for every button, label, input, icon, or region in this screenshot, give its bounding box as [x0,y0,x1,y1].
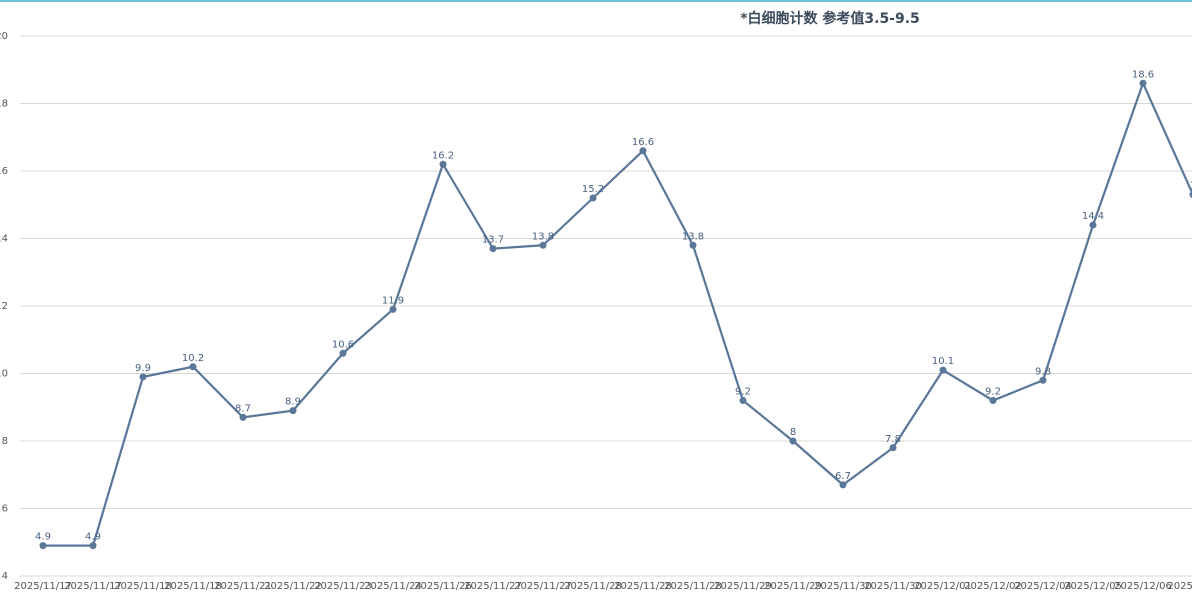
data-point [139,373,147,381]
x-tick-label: 2025/11/30 [814,581,872,592]
data-label: 4.9 [85,532,101,543]
top-border [0,0,1192,2]
x-tick-label: 2025/11/17 [14,581,72,592]
data-point [539,241,547,249]
data-point [239,413,247,421]
x-tick-label: 2025/12/02 [964,581,1022,592]
x-tick-label: 2025/11/28 [564,581,622,592]
x-tick-label: 2025/11/29 [764,581,822,592]
data-label: 8 [790,427,796,438]
x-tick-label: 2025/11/27 [514,581,572,592]
x-tick-label: 2025/11/29 [714,581,772,592]
data-label: 13.8 [532,231,554,242]
y-tick-label: 4 [2,571,8,582]
data-point [1189,191,1192,198]
data-point [489,245,497,253]
data-label: 14.4 [1082,211,1104,222]
y-tick-label: 6 [2,504,8,515]
x-tick-label: 2025/11/28 [614,581,672,592]
data-point [1139,79,1147,87]
x-tick-label: 2025/11/28 [664,581,722,592]
data-label: 10.6 [332,339,354,350]
data-point [289,407,297,415]
data-label: 8.7 [235,403,251,414]
data-point [739,397,747,404]
data-point [939,366,947,374]
data-label: 1 [1190,181,1192,192]
chart-title: *白细胞计数 参考值3.5-9.5 [740,11,920,27]
data-point [389,305,397,313]
x-tick-label: 2025/12/01 [914,581,972,592]
y-tick-label: 12 [0,301,8,312]
data-label: 9.2 [735,387,751,398]
y-tick-label: 10 [0,369,8,380]
data-label: 4.9 [35,532,51,543]
data-label: 10.2 [182,353,204,364]
data-label: 10.1 [932,356,954,367]
data-label: 16.2 [432,150,454,161]
data-point [689,241,697,249]
data-label: 6.7 [835,471,851,482]
x-tick-label: 2025/12/1 [1167,581,1192,592]
data-label: 13.8 [682,231,704,242]
x-tick-label: 2025/12/04 [1014,581,1072,592]
data-label: 18.6 [1132,69,1154,80]
x-tick-label: 2025/11/24 [364,581,422,592]
data-label: 15.2 [582,184,604,195]
x-tick-label: 2025/11/18 [114,581,172,592]
data-point [89,542,97,550]
x-tick-label: 2025/11/18 [164,581,222,592]
data-point [789,437,797,445]
x-tick-label: 2025/11/22 [264,581,322,592]
x-tick-label: 2025/11/23 [314,581,372,592]
data-label: 9.8 [1035,366,1051,377]
x-tick-label: 2025/12/05 [1064,581,1122,592]
data-point [339,349,347,357]
y-tick-label: 18 [0,99,8,110]
x-tick-label: 2025/11/30 [864,581,922,592]
data-point [839,481,847,489]
data-point [589,194,597,202]
data-label: 11.9 [382,295,404,306]
data-point [1039,376,1047,384]
data-point [1089,221,1097,229]
data-point [189,363,197,371]
data-label: 7.8 [885,434,901,445]
x-tick-label: 2025/11/21 [214,581,272,592]
y-tick-label: 16 [0,166,8,177]
y-tick-label: 8 [2,436,8,447]
data-label: 8.9 [285,397,301,408]
data-label: 13.7 [482,235,504,246]
x-tick-label: 2025/11/26 [414,581,472,592]
data-point [989,397,997,404]
data-label: 9.2 [985,387,1001,398]
x-tick-label: 2025/11/17 [64,581,122,592]
x-tick-label: 2025/12/06 [1114,581,1172,592]
data-point [439,160,447,168]
series-line [43,82,1192,547]
y-tick-label: 14 [0,234,8,245]
data-point [889,444,897,452]
data-point [639,147,647,155]
data-label: 16.6 [632,137,654,148]
y-tick-label: 20 [0,31,8,42]
data-point [39,542,47,550]
data-label: 9.9 [135,363,151,374]
x-tick-label: 2025/11/27 [464,581,522,592]
